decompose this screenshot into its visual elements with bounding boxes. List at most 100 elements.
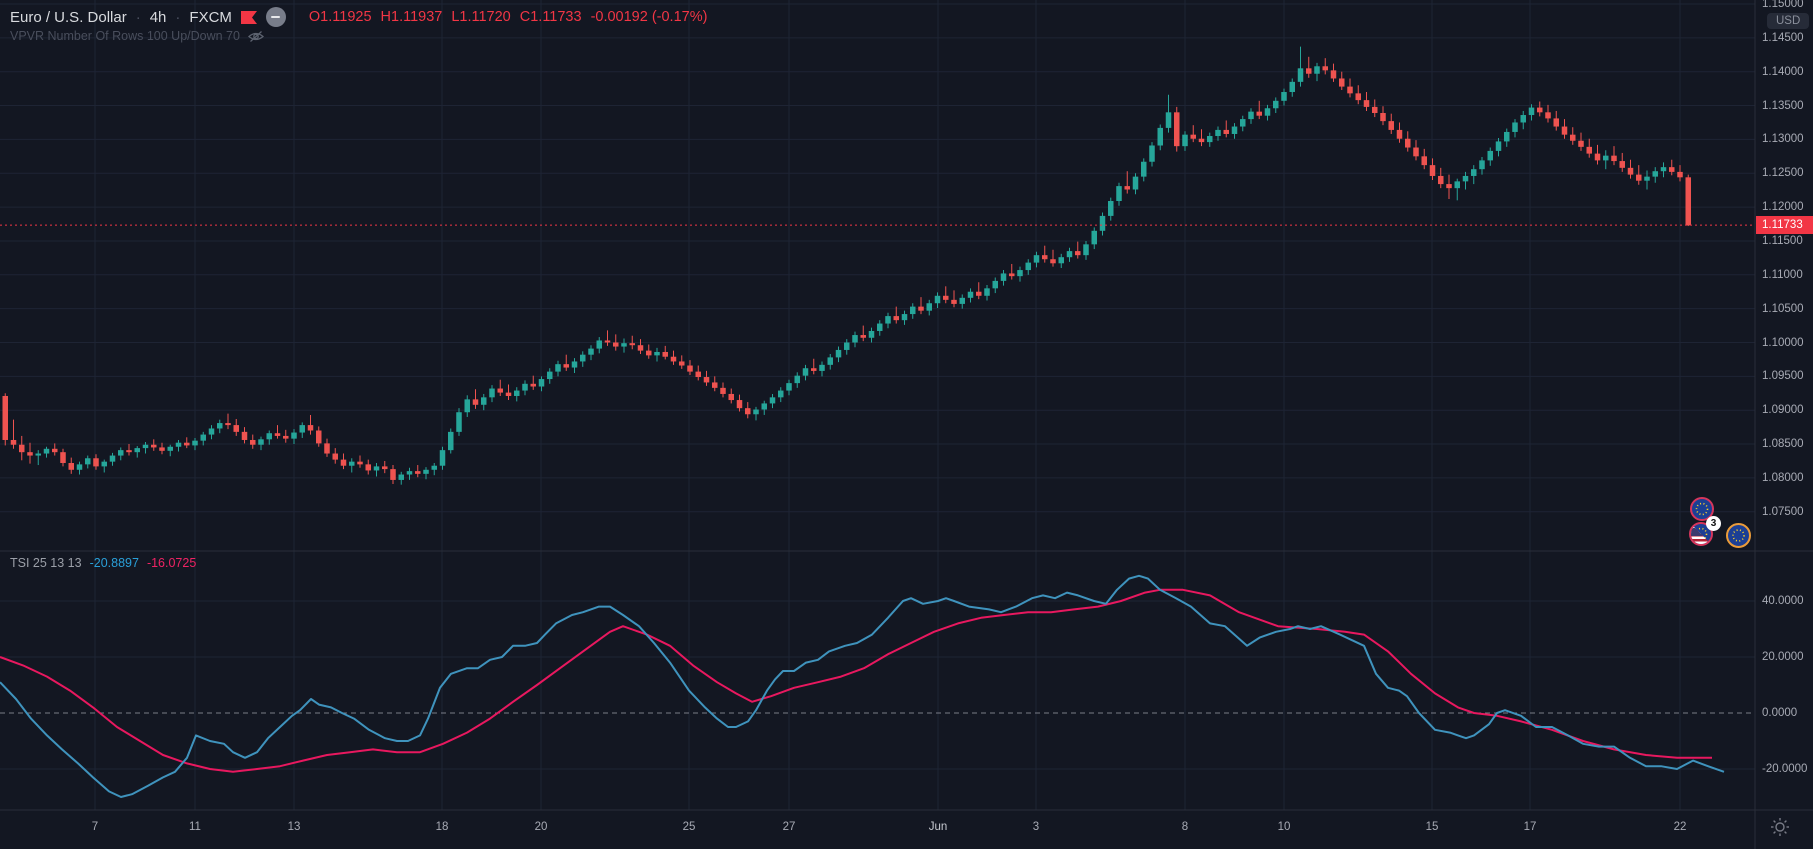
candle-body [52, 448, 58, 453]
candle-body [877, 323, 883, 331]
eye-hidden-icon[interactable] [247, 30, 265, 43]
candle-body [349, 461, 355, 466]
candle-body [992, 280, 998, 289]
candle-body [93, 458, 99, 467]
candle-body [538, 379, 545, 387]
economic-event-eu-orange-icon[interactable] [1726, 523, 1751, 548]
candle-body [406, 471, 413, 475]
candle-body [1355, 93, 1361, 101]
candle-body [1165, 112, 1172, 128]
tsi-tick-label: 20.0000 [1762, 651, 1804, 663]
candle-body [596, 340, 602, 349]
candle-body [101, 461, 107, 467]
candle-body [1017, 270, 1023, 277]
candle-body [274, 433, 281, 436]
candle-body [1108, 201, 1114, 216]
candle-body [852, 335, 858, 343]
tsi-signal-line [0, 588, 1712, 773]
candle-body [357, 461, 363, 465]
candle-body [299, 425, 305, 433]
candle-body [910, 306, 916, 315]
timeframe-label[interactable]: 4h [149, 8, 167, 26]
candle-body [1322, 66, 1328, 71]
price-tick-label: 1.13500 [1762, 99, 1804, 112]
time-tick-label: 15 [1425, 821, 1439, 833]
candle-body [1561, 126, 1568, 135]
candle-body [175, 442, 182, 447]
candle-body [332, 453, 338, 460]
time-tick-label: 13 [287, 821, 301, 833]
price-tick-label: 1.09500 [1762, 370, 1804, 383]
candle-body [68, 463, 74, 470]
tsi-value-pink: -16.0725 [146, 556, 197, 570]
candle-body [1570, 134, 1576, 141]
candle-body [1528, 107, 1535, 116]
candle-body [1025, 262, 1031, 271]
candle-body [637, 345, 644, 351]
candle-body [967, 291, 974, 298]
candle-body [373, 466, 380, 471]
price-tick-label: 1.10000 [1762, 336, 1804, 349]
candle-body [316, 430, 322, 444]
event-count-badge[interactable]: 3 [1706, 516, 1721, 531]
candle-body [835, 349, 842, 358]
candle-body [670, 356, 677, 362]
candle-body [472, 399, 479, 405]
candle-body [250, 439, 256, 445]
ohlc-values: O1.11925 H1.11937 L1.11720 C1.11733 -0.0… [309, 9, 708, 25]
candle-body [530, 383, 536, 387]
candle-body [901, 314, 908, 321]
economic-event-us-eu-icon[interactable] [1689, 522, 1713, 546]
candle-body [1553, 118, 1559, 127]
candle-body [258, 439, 264, 445]
candle-body [1042, 255, 1048, 260]
price-tick-label: 1.10500 [1762, 302, 1804, 315]
candle-body [1273, 100, 1279, 109]
candle-body [827, 357, 833, 365]
candle-body [76, 464, 83, 470]
tsi-tick-label: 0.0000 [1762, 707, 1798, 719]
candle-body [621, 343, 627, 347]
candle-body [1314, 66, 1320, 74]
candle-body [241, 431, 248, 440]
exchange-label[interactable]: FXCM [189, 8, 232, 26]
candle-body [208, 428, 215, 435]
candle-body [1174, 112, 1180, 147]
candle-body [943, 295, 949, 300]
candle-body [1438, 175, 1444, 185]
candle-body [778, 390, 784, 398]
time-tick-label: Jun [928, 821, 948, 833]
candle-body [811, 368, 817, 371]
symbol-title[interactable]: Euro / U.S. Dollar [10, 8, 127, 26]
candle-body [1149, 145, 1155, 162]
candle-body [167, 446, 173, 451]
candle-body [893, 316, 899, 321]
ohlc-close: C1.11733 [519, 9, 582, 25]
candle-body [1578, 140, 1584, 147]
symbol-header: Euro / U.S. Dollar · 4h · FXCM O1.11925 … [10, 7, 707, 27]
candle-body [1652, 171, 1658, 177]
flag-marker-icon[interactable] [240, 10, 257, 24]
vpvr-indicator-label[interactable]: VPVR Number Of Rows 100 Up/Down 70 [10, 29, 240, 43]
candle-body [10, 439, 17, 445]
economic-event-eu-icon[interactable] [1690, 497, 1714, 521]
candle-body [1363, 100, 1370, 107]
candle-body [1636, 174, 1642, 181]
candle-body [1495, 141, 1502, 151]
price-tick-label: 1.12500 [1762, 167, 1804, 180]
candle-body [951, 299, 957, 304]
candle-body [456, 412, 462, 432]
price-tick-label: 1.08000 [1762, 471, 1804, 484]
hide-ohlc-button[interactable] [265, 7, 286, 27]
candle-body [340, 459, 347, 466]
time-tick-label: 22 [1673, 821, 1687, 833]
time-tick-label: 18 [435, 821, 449, 833]
candle-body [1594, 153, 1601, 161]
sun-theme-icon[interactable] [1768, 815, 1792, 844]
candle-body [629, 343, 635, 346]
candle-body [1454, 181, 1460, 189]
tsi-indicator-label[interactable]: TSI 25 13 13 [10, 556, 82, 570]
last-price-tag: 1.11733 [1756, 216, 1813, 235]
